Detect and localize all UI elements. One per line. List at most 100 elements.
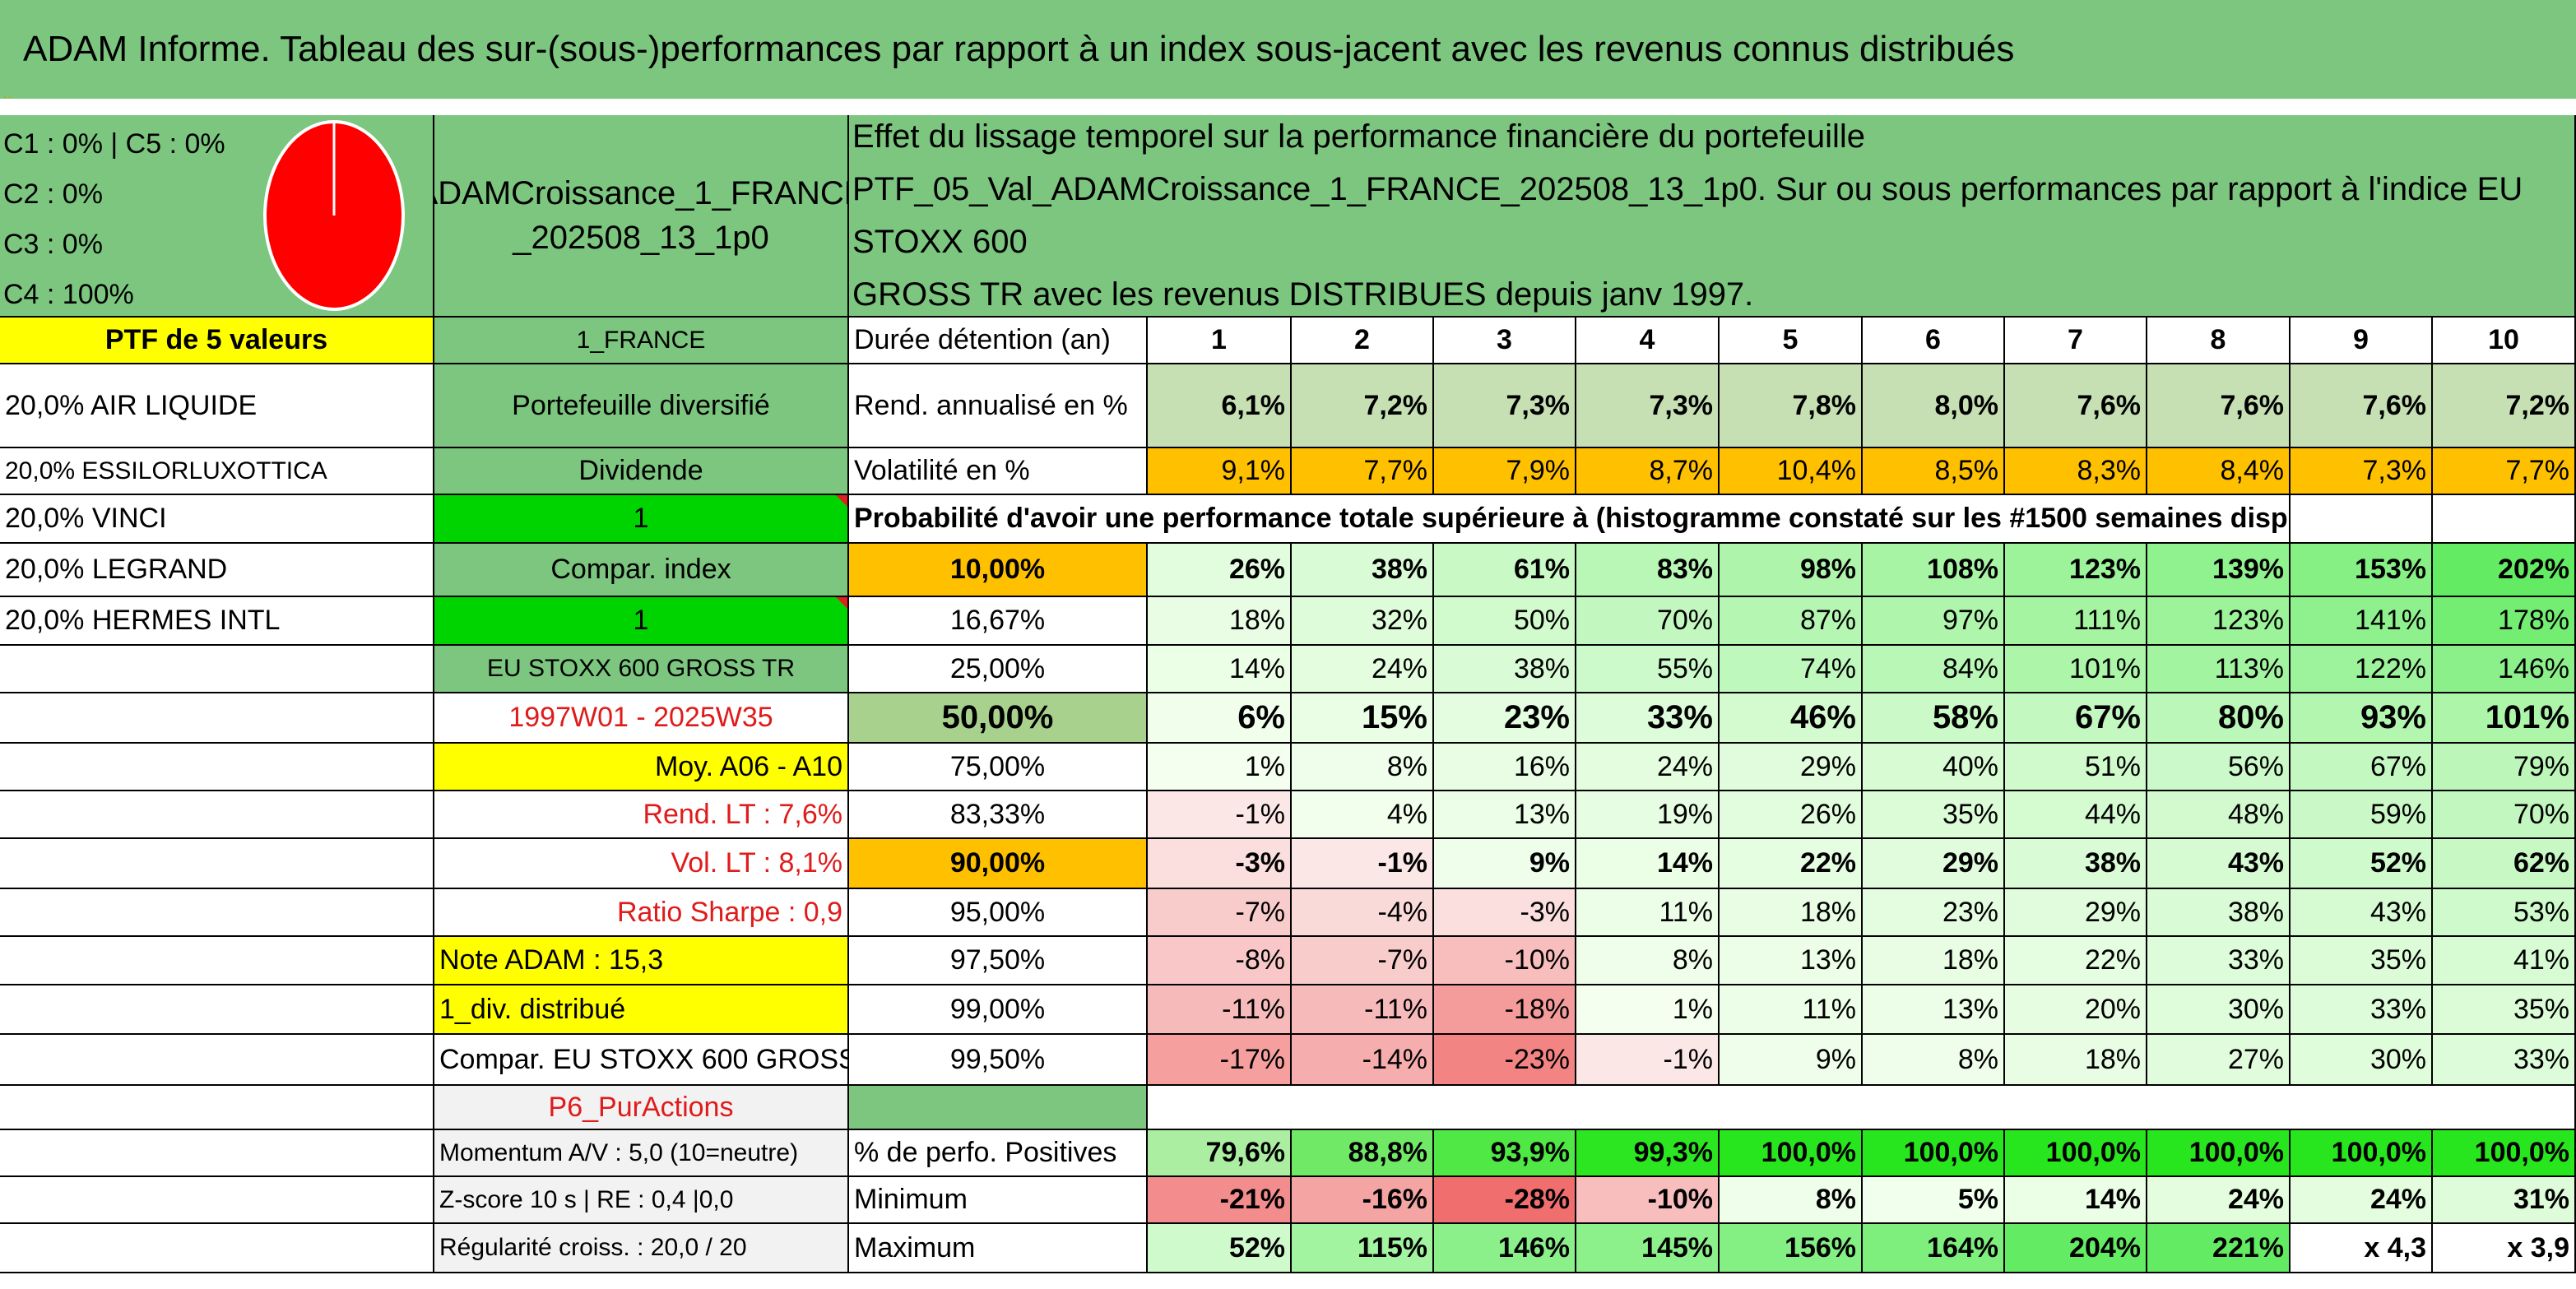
legend-c4: C4 : 100% [3,279,134,310]
probability-value: 74% [1720,646,1863,693]
p6-label: P6_PurActions [434,1086,849,1130]
probability-value: 35% [2433,985,2576,1035]
probability-value: -18% [1434,985,1576,1035]
threshold-label: 90,00% [849,839,1148,889]
probability-value: 29% [1720,744,1863,791]
probability-value: 14% [1576,839,1720,889]
rend-value: 8,0% [1863,364,2005,448]
probability-value: 38% [2147,889,2291,937]
positive-perf-value: 100,0% [1720,1130,1863,1177]
probability-value: 18% [1148,597,1292,646]
probability-value: 46% [1720,693,1863,744]
empty-cell [0,1035,434,1086]
minimum-value: 24% [2147,1177,2291,1224]
probability-value: 18% [1720,889,1863,937]
probability-value: 87% [1720,597,1863,646]
probability-value: -17% [1148,1035,1292,1086]
probability-value: -14% [1292,1035,1434,1086]
probability-value: 67% [2291,744,2433,791]
report-title: ADAM Informe. Tableau des sur-(sous-)per… [0,0,2576,99]
maximum-value: 115% [1292,1224,1434,1273]
positive-perf-value: 100,0% [2005,1130,2147,1177]
probability-value: 79% [2433,744,2576,791]
threshold-label: 50,00% [849,693,1148,744]
positive-perf-value: 93,9% [1434,1130,1576,1177]
probability-value: 146% [2433,646,2576,693]
empty-cell [0,889,434,937]
minimum-label: Minimum [849,1177,1148,1224]
positive-perf-label: % de perfo. Positives [849,1130,1148,1177]
probability-value: 13% [1434,791,1576,839]
probability-value: 178% [2433,597,2576,646]
probability-value: 43% [2291,889,2433,937]
minimum-value: -28% [1434,1177,1576,1224]
probability-value: 48% [2147,791,2291,839]
probability-value: 30% [2147,985,2291,1035]
probability-value: 30% [2291,1035,2433,1086]
threshold-label: 83,33% [849,791,1148,839]
probability-value: 40% [1863,744,2005,791]
year-header: 7 [2005,318,2147,364]
minimum-value: 14% [2005,1177,2147,1224]
maximum-value: x 4,3 [2291,1224,2433,1273]
probability-value: 14% [1148,646,1292,693]
empty-cell [0,937,434,985]
rend-value: 7,6% [2005,364,2147,448]
year-header: 6 [1863,318,2005,364]
empty-cell [2291,495,2433,544]
vol-value: 8,7% [1576,448,1720,495]
dividende-value: 1 [434,495,849,544]
year-header: 2 [1292,318,1434,364]
div-distribue-label: 1_div. distribué [434,985,849,1035]
rend-value: 7,6% [2291,364,2433,448]
probability-value: 122% [2291,646,2433,693]
minimum-value: -21% [1148,1177,1292,1224]
empty-cell [0,1130,434,1177]
maximum-value: 145% [1576,1224,1720,1273]
maximum-metric-label: Régularité croiss. : 20,0 / 20 [434,1224,849,1273]
duration-label: Durée détention (an) [849,318,1148,364]
probability-value: 33% [1576,693,1720,744]
probability-value: -1% [1292,839,1434,889]
empty-cell [1148,1086,2576,1130]
probability-value: 19% [1576,791,1720,839]
vol-value: 7,9% [1434,448,1576,495]
period-label: 1997W01 - 2025W35 [434,693,849,744]
probability-value: 26% [1148,544,1292,597]
year-header: 10 [2433,318,2576,364]
rend-value: 7,2% [2433,364,2576,448]
probability-value: 24% [1576,744,1720,791]
probability-header: Probabilité d'avoir une performance tota… [849,495,2291,544]
probability-value: 83% [1576,544,1720,597]
probability-value: 8% [1863,1035,2005,1086]
threshold-label: 10,00% [849,544,1148,597]
probability-value: 23% [1863,889,2005,937]
year-header: 8 [2147,318,2291,364]
probability-value: 59% [2291,791,2433,839]
probability-value: 43% [2147,839,2291,889]
probability-value: 33% [2147,937,2291,985]
empty-cell [0,693,434,744]
probability-value: 11% [1720,985,1863,1035]
probability-value: 23% [1434,693,1576,744]
probability-value: 50% [1434,597,1576,646]
probability-value: 41% [2433,937,2576,985]
probability-value: 33% [2433,1035,2576,1086]
probability-value: 70% [2433,791,2576,839]
empty-cell [0,646,434,693]
year-header: 4 [1576,318,1720,364]
holding-row: 20,0% HERMES INTL [0,597,434,646]
vol-value: 9,1% [1148,448,1292,495]
compar-index-full-label: Compar. EU STOXX 600 GROSS TR [434,1035,849,1086]
country-label: 1_FRANCE [434,318,849,364]
probability-value: 113% [2147,646,2291,693]
probability-value: 15% [1292,693,1434,744]
portfolio-description: Effet du lissage temporel sur la perform… [849,115,2576,318]
description-line-1: Effet du lissage temporel sur la perform… [852,118,1866,155]
probability-value: 27% [2147,1035,2291,1086]
vol-value: 7,3% [2291,448,2433,495]
holding-air-liquide: 20,0% AIR LIQUIDE [0,364,434,448]
probability-value: 123% [2005,544,2147,597]
probability-value: 51% [2005,744,2147,791]
probability-value: -10% [1434,937,1576,985]
